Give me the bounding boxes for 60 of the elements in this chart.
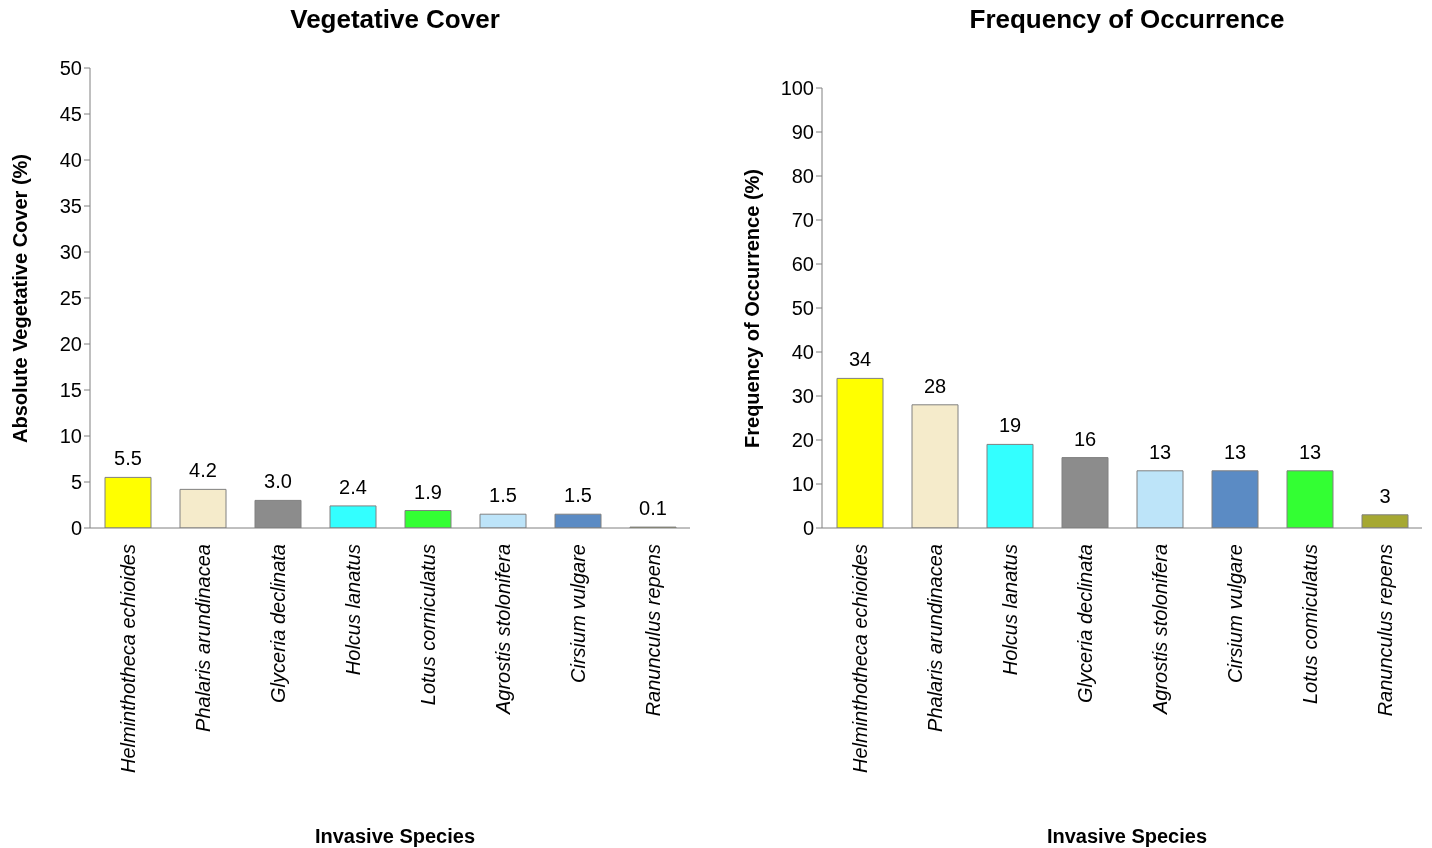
x-tick-label: Glyceria declinata: [266, 544, 289, 703]
y-tick-label: 5: [70, 471, 82, 494]
data-label: 3.0: [264, 470, 292, 493]
x-tick-label: Lotus comiculatus: [1298, 544, 1321, 705]
y-tick-label: 40: [791, 341, 814, 364]
x-axis-title: Invasive Species: [313, 825, 477, 848]
data-label: 13: [1298, 440, 1322, 463]
x-tick-label: Phalaris arundinacea: [923, 544, 946, 732]
data-label: 1.5: [489, 484, 517, 507]
data-label: 4.2: [189, 459, 217, 482]
data-label: 1.5: [564, 484, 592, 507]
data-label: 19: [998, 414, 1022, 437]
data-label: 16: [1073, 427, 1097, 450]
y-tick-label: 90: [791, 121, 814, 144]
y-tick-label: 25: [59, 287, 82, 310]
y-tick-label: 10: [59, 425, 82, 448]
x-axis-title: Invasive Species: [1045, 825, 1209, 848]
y-tick-label: 40: [59, 149, 82, 172]
data-label: 2.4: [339, 475, 367, 498]
y-tick-label: 0: [802, 517, 814, 540]
x-tick-label: Cirsium vulgare: [566, 544, 589, 683]
y-tick-label: 15: [59, 379, 82, 402]
data-label: 3: [1379, 484, 1391, 507]
y-tick-label: 70: [791, 209, 814, 232]
x-tick-label: Agrostis stolonifera: [491, 544, 514, 716]
y-tick-label: 0: [70, 517, 82, 540]
x-tick-label: Helminthotheca echioides: [848, 544, 871, 774]
data-label: 13: [1148, 440, 1172, 463]
x-tick-label: Agrostis stolonifera: [1148, 544, 1171, 716]
x-tick-label: Holcus lanatus: [341, 544, 364, 676]
chart-title: Vegetative Cover: [289, 4, 501, 35]
y-axis-title: Frequency of Occurrence (%): [740, 168, 764, 448]
data-label: 1.9: [414, 480, 442, 503]
y-tick-label: 10: [791, 473, 814, 496]
y-tick-label: 80: [791, 165, 814, 188]
x-tick-label: Ranunculus repens: [1373, 544, 1396, 717]
y-tick-label: 35: [59, 195, 82, 218]
y-tick-label: 20: [791, 429, 814, 452]
x-tick-label: Ranunculus repens: [641, 544, 664, 717]
y-tick-label: 50: [791, 297, 814, 320]
x-tick-label: Lotus corniculatus: [416, 544, 439, 706]
data-label: 0.1: [639, 497, 667, 520]
x-tick-label: Cirsium vulgare: [1223, 544, 1246, 683]
y-tick-label: 100: [780, 77, 814, 100]
x-tick-label: Helminthotheca echioides: [116, 544, 139, 774]
y-tick-label: 50: [59, 57, 82, 80]
x-tick-label: Holcus lanatus: [998, 544, 1021, 676]
y-tick-label: 45: [59, 103, 82, 126]
data-label: 34: [848, 348, 872, 371]
y-tick-label: 60: [791, 253, 814, 276]
x-tick-label: Glyceria declinata: [1073, 544, 1096, 703]
y-axis-title: Absolute Vegetative Cover (%): [8, 153, 32, 443]
data-label: 5.5: [114, 447, 142, 470]
x-tick-label: Phalaris arundinacea: [191, 544, 214, 732]
chart-title: Frequency of Occurrence: [968, 4, 1286, 35]
y-tick-label: 30: [59, 241, 82, 264]
data-label: 13: [1223, 440, 1247, 463]
y-tick-label: 30: [791, 385, 814, 408]
data-label: 28: [923, 374, 947, 397]
y-tick-label: 20: [59, 333, 82, 356]
